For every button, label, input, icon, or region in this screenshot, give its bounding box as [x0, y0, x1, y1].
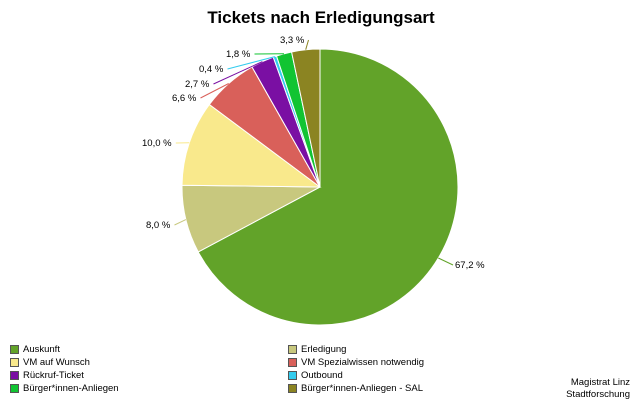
- legend-item: Rückruf-Ticket: [10, 369, 84, 381]
- data-label-4: 2,7 %: [185, 79, 210, 90]
- data-label-6: 1,8 %: [226, 49, 251, 60]
- legend-label: Auskunft: [23, 343, 60, 355]
- legend-swatch: [288, 357, 297, 367]
- legend-swatch: [10, 370, 19, 380]
- leader-line-7: [305, 39, 309, 50]
- data-label-7: 3,3 %: [280, 35, 305, 46]
- legend-item: VM Spezialwissen notwendig: [288, 356, 424, 368]
- leader-line-1: [174, 219, 187, 226]
- leader-line-0: [438, 257, 454, 266]
- legend-swatch: [288, 370, 297, 380]
- legend: Auskunft Erledigung VM auf Wunsch VM Spezia…: [10, 343, 430, 403]
- legend-item: Bürger*innen-Anliegen - SAL: [288, 382, 423, 394]
- legend-swatch: [10, 383, 19, 393]
- leader-line-4: [213, 61, 263, 85]
- leader-line-3: [200, 83, 229, 99]
- pie-slice-2: [181, 103, 322, 188]
- source-line-1: Magistrat Linz: [570, 377, 630, 388]
- legend-label: VM Spezialwissen notwendig: [301, 356, 425, 368]
- legend-swatch: [10, 344, 19, 354]
- legend-label: Rückruf-Ticket: [23, 369, 84, 381]
- data-label-0: 67,2 %: [455, 260, 485, 271]
- legend-label: Erledigung: [301, 343, 347, 355]
- pie-slice-7: [290, 48, 321, 188]
- legend-label: Bürger*innen-Anliegen: [23, 382, 119, 394]
- source-credit: Magistrat Linz Stadtforschung: [566, 377, 630, 401]
- legend-label: VM auf Wunsch: [23, 356, 90, 368]
- legend-item: Bürger*innen-Anliegen: [10, 382, 119, 394]
- data-label-5: 0,4 %: [199, 64, 224, 75]
- pie-chart: 67,2 % 8,0 % 10,0 % 6,6 % 2,7 % 0,4 %1,8 % 3,3…: [142, 35, 485, 326]
- legend-item: Auskunft: [10, 343, 60, 355]
- legend-item: VM auf Wunsch: [10, 356, 90, 368]
- legend-swatch: [288, 344, 297, 354]
- data-label-1: 8,0 %: [146, 220, 171, 231]
- source-line-2: Stadtforschung: [566, 389, 630, 400]
- legend-label: Bürger*innen-Anliegen - SAL: [301, 382, 423, 394]
- data-label-2: 10,0 %: [142, 138, 172, 149]
- data-label-3: 6,6 %: [172, 93, 197, 104]
- legend-item: Outbound: [288, 369, 343, 381]
- legend-label: Outbound: [301, 369, 343, 381]
- chart-title: Tickets nach Erledigungsart: [207, 8, 435, 27]
- legend-swatch: [10, 357, 19, 367]
- leader-line-5: [227, 56, 276, 70]
- legend-swatch: [288, 383, 297, 393]
- legend-item: Erledigung: [288, 343, 346, 355]
